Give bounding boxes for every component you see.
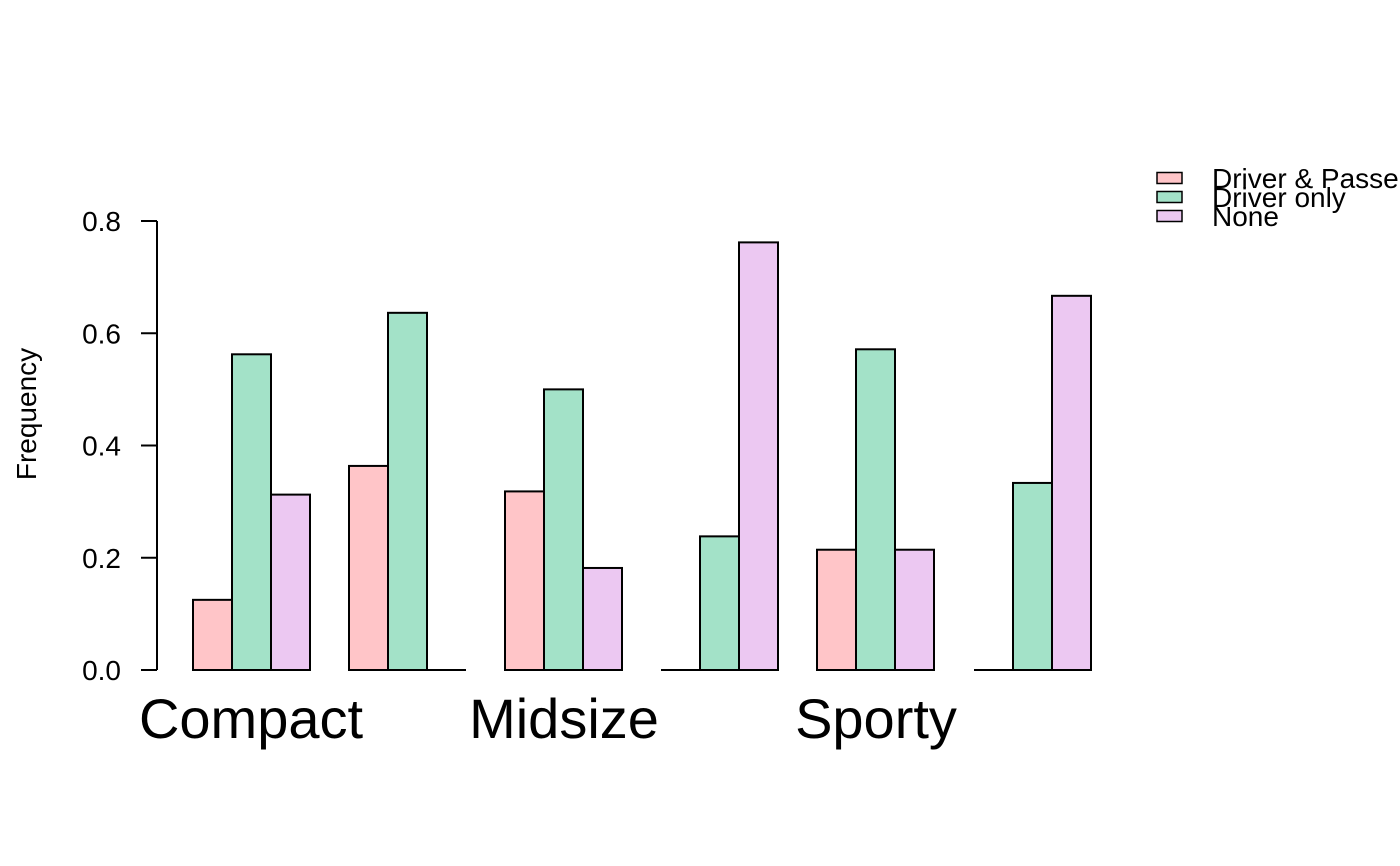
bar-none [270, 493, 311, 671]
bar-driver-only [387, 311, 428, 671]
bar-driver-passenger [816, 548, 857, 671]
bar-none [582, 566, 623, 671]
bar-none [738, 241, 779, 671]
category-label: Sporty [795, 687, 957, 750]
category-label: Compact [139, 687, 364, 750]
legend-swatch [1156, 190, 1183, 204]
legend-label: None [1212, 201, 1279, 232]
bar-driver-only [1012, 481, 1053, 671]
y-tick-label: 0.0 [82, 655, 121, 686]
bar-driver-only [699, 535, 740, 672]
y-tick-label: 0.6 [82, 318, 121, 349]
category-label: Midsize [469, 687, 659, 750]
bar-driver-passenger [192, 598, 233, 671]
category-labels: Compact Midsize Sporty [139, 687, 957, 750]
y-axis: 0.0 0.2 0.4 0.6 0.8 [82, 206, 158, 686]
legend-label: Driver only [1212, 182, 1346, 213]
y-tick-label: 0.8 [82, 206, 121, 237]
bar-driver-passenger [504, 490, 545, 671]
y-tick-label: 0.2 [82, 543, 121, 574]
legend-label: Driver & Passenger [1212, 163, 1400, 194]
bar-none [1051, 294, 1092, 671]
bar-driver-only [855, 348, 896, 671]
bar-driver-only [543, 388, 584, 671]
bar-driver-passenger [348, 464, 389, 671]
bars [192, 241, 1092, 672]
legend-swatch [1156, 209, 1183, 223]
y-axis-label: Frequency [11, 348, 42, 480]
legend-swatch [1156, 171, 1183, 185]
bar-none [894, 548, 935, 671]
y-tick-label: 0.4 [82, 431, 121, 462]
bar-driver-only [231, 353, 272, 671]
